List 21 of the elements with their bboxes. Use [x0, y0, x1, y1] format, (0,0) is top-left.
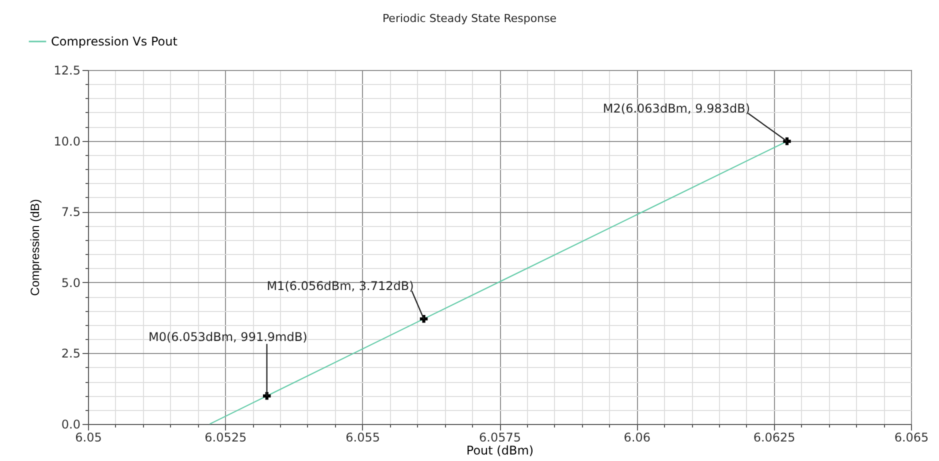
annotation: M2(6.063dBm, 9.983dB) — [602, 101, 750, 116]
x-tick-label: 6.0525 — [204, 430, 247, 444]
y-tick-label: 10.0 — [54, 134, 80, 148]
legend-label: Compression Vs Pout — [51, 34, 178, 48]
x-tick-label: 6.0625 — [753, 430, 796, 444]
y-tick-label: 5.0 — [61, 276, 80, 290]
y-tick-label: 12.5 — [54, 64, 80, 78]
annotation: M0(6.053dBm, 991.9mdB) — [148, 330, 308, 344]
y-tick-label: 7.5 — [61, 205, 80, 220]
x-tick-label: 6.065 — [894, 430, 929, 444]
point — [783, 137, 791, 146]
x-tick-label: 6.055 — [346, 430, 380, 444]
y-axis-title: Compression (dB) — [28, 199, 42, 296]
x-tick-label: 6.06 — [624, 430, 651, 444]
x-tick-label: 6.05 — [75, 430, 102, 444]
y-tick-label: 0.0 — [61, 418, 80, 432]
chart-title: Periodic Steady State Response — [382, 12, 557, 25]
x-axis-title: Pout (dBm) — [466, 444, 534, 458]
annotation: M1(6.056dBm, 3.712dB) — [266, 278, 414, 293]
y-tick-label: 2.5 — [61, 346, 80, 361]
x-tick-label: 6.0575 — [479, 430, 521, 444]
